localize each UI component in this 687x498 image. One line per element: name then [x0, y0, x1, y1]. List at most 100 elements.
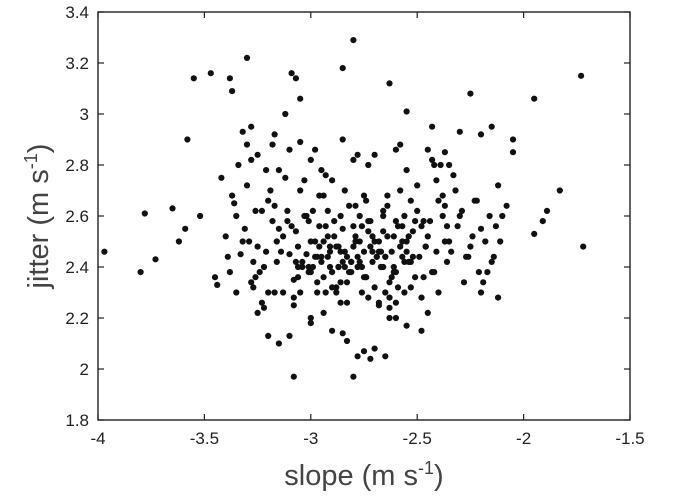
scatter-point	[392, 314, 399, 322]
scatter-point	[422, 243, 429, 250]
scatter-point	[301, 177, 308, 184]
y-tick-label: 2	[80, 360, 89, 379]
scatter-point	[431, 161, 438, 169]
scatter-point	[324, 207, 331, 214]
scatter-point	[243, 54, 251, 62]
scatter-point	[448, 248, 455, 255]
scatter-point	[418, 223, 425, 230]
scatter-point	[271, 202, 278, 209]
scatter-point	[320, 192, 327, 199]
scatter-point	[243, 141, 251, 148]
scatter-point	[243, 182, 251, 189]
x-tick-label: -2.5	[403, 429, 432, 448]
scatter-point	[399, 238, 406, 245]
scatter-point	[322, 172, 329, 179]
scatter-point	[307, 320, 314, 327]
scatter-point	[354, 353, 361, 360]
scatter-point	[273, 238, 280, 245]
scatter-point	[269, 141, 276, 148]
scatter-point	[386, 80, 393, 87]
scatter-point	[348, 269, 355, 276]
scatter-point	[182, 225, 189, 232]
scatter-point	[384, 202, 391, 209]
y-tick-label: 3.4	[65, 3, 89, 22]
scatter-point	[343, 337, 351, 345]
scatter-point	[429, 156, 436, 163]
scatter-point	[386, 304, 393, 311]
scatter-point	[360, 348, 368, 355]
scatter-point	[405, 233, 412, 240]
scatter-point	[380, 212, 387, 220]
scatter-point	[424, 233, 431, 240]
scatter-point	[382, 353, 389, 360]
scatter-point	[458, 207, 465, 214]
y-tick-label: 2.4	[65, 258, 89, 277]
scatter-point	[286, 332, 293, 339]
scatter-point	[416, 253, 423, 260]
y-tick-label: 1.8	[65, 411, 89, 430]
scatter-point	[337, 279, 344, 286]
y-axis-ticks: 1.8 2 2.2 2.4 2.6 2.8 3 3.2 3.4	[65, 3, 630, 430]
scatter-point	[286, 251, 293, 258]
scatter-point	[394, 284, 402, 291]
scatter-point	[333, 243, 340, 250]
scatter-point	[441, 149, 448, 156]
scatter-point	[252, 274, 259, 281]
scatter-point	[439, 192, 446, 199]
scatter-point	[441, 202, 448, 209]
scatter-point	[350, 243, 357, 250]
scatter-point	[350, 223, 357, 230]
scatter-point	[543, 207, 551, 214]
y-axis-label-tail: )	[23, 144, 55, 154]
scatter-point	[497, 238, 504, 245]
scatter-point	[399, 223, 406, 230]
x-axis-label-tail: )	[434, 460, 444, 492]
y-axis-label-base: jitter (m s	[23, 169, 55, 289]
scatter-point	[329, 177, 336, 184]
scatter-point	[152, 256, 159, 263]
scatter-point	[280, 233, 287, 240]
scatter-point	[358, 289, 365, 296]
scatter-point	[392, 269, 399, 276]
scatter-point	[580, 243, 587, 250]
scatter-point	[477, 225, 485, 232]
scatter-point	[420, 274, 427, 281]
y-tick-label: 3	[80, 105, 89, 124]
scatter-point	[439, 212, 446, 220]
y-axis-label-superscript: -1	[21, 153, 41, 169]
scatter-point	[239, 128, 246, 135]
scatter-point	[282, 174, 289, 181]
y-tick-label: 2.2	[65, 309, 89, 328]
scatter-point	[277, 248, 285, 255]
scatter-point	[299, 258, 306, 265]
scatter-point	[318, 253, 325, 260]
scatter-point	[329, 327, 336, 334]
scatter-point	[373, 253, 380, 260]
scatter-point	[409, 228, 416, 235]
scatter-point	[260, 304, 268, 311]
scatter-point	[460, 279, 468, 286]
scatter-point	[375, 299, 382, 306]
scatter-point	[356, 212, 363, 220]
scatter-point	[275, 340, 282, 347]
scatter-point	[324, 253, 331, 260]
scatter-point	[218, 174, 225, 181]
scatter-point	[352, 233, 359, 240]
scatter-point	[509, 149, 517, 156]
scatter-point	[299, 263, 306, 271]
scatter-point	[263, 248, 270, 255]
scatter-point	[290, 294, 297, 301]
scatter-point	[407, 197, 414, 204]
scatter-point	[386, 314, 393, 322]
scatter-point	[358, 223, 365, 230]
x-axis-label-base: slope (m s	[284, 460, 418, 492]
scatter-point	[184, 136, 191, 143]
scatter-point	[403, 238, 410, 245]
scatter-point	[326, 243, 334, 250]
scatter-point	[280, 289, 287, 296]
scatter-point	[307, 156, 314, 163]
scatter-point	[488, 258, 495, 265]
x-axis-label-superscript: -1	[418, 458, 434, 478]
scatter-point	[320, 309, 327, 316]
scatter-point	[290, 373, 297, 380]
